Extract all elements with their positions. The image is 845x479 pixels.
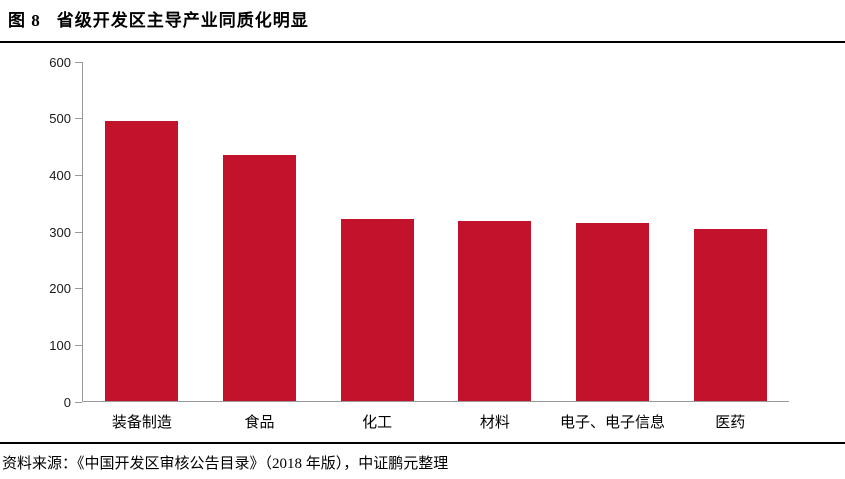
x-category-label: 化工 — [362, 414, 393, 431]
figure-number: 图 8 — [8, 11, 41, 30]
bar-slot — [83, 62, 201, 401]
y-tick-mark — [75, 401, 82, 403]
figure-title: 图 8 省级开发区主导产业同质化明显 — [8, 6, 309, 31]
bar-slot — [671, 62, 789, 401]
y-tick-mark — [75, 231, 82, 233]
bottom-divider — [0, 442, 845, 444]
top-divider — [0, 41, 845, 43]
y-tick-label: 0 — [63, 394, 71, 410]
bar-1 — [105, 121, 179, 401]
x-category-label: 电子、电子信息 — [560, 414, 666, 431]
y-tick-label: 400 — [49, 167, 71, 183]
bar-3 — [340, 218, 414, 401]
y-tick-label: 300 — [49, 224, 71, 240]
bar-slot — [318, 62, 436, 401]
y-tick-label: 600 — [49, 54, 71, 70]
y-tick-mark — [75, 174, 82, 176]
x-category-label: 医药 — [715, 414, 746, 431]
y-tick-label: 200 — [49, 281, 71, 297]
figure-title-text: 省级开发区主导产业同质化明显 — [56, 11, 309, 30]
y-tick-label: 100 — [49, 337, 71, 353]
x-category-label: 装备制造 — [111, 414, 172, 431]
y-tick-mark — [75, 288, 82, 290]
plot-area: 装备制造 食品 化工 材料 电子、电子信息 医药 0 100 200 300 400 500 600 — [49, 56, 789, 431]
bar-2 — [223, 154, 296, 401]
bar-slot — [554, 62, 672, 401]
bar-slot — [436, 62, 554, 401]
y-tick-mark — [75, 118, 82, 120]
y-tick-mark — [75, 61, 82, 63]
bar-5 — [576, 223, 650, 401]
bar-6 — [693, 228, 767, 401]
x-category-label: 材料 — [479, 414, 510, 431]
x-axis-labels: 装备制造 食品 化工 材料 电子、电子信息 医药 — [83, 411, 789, 432]
bars-row — [83, 62, 789, 401]
x-category-label: 食品 — [244, 414, 275, 431]
bar-4 — [458, 221, 532, 401]
y-tick-label: 500 — [49, 111, 71, 127]
source-note: 资料来源：《中国开发区审核公告目录》（2018 年版），中证鹏元整理 — [2, 456, 449, 472]
y-tick-mark — [75, 344, 82, 346]
bar-slot — [201, 62, 319, 401]
